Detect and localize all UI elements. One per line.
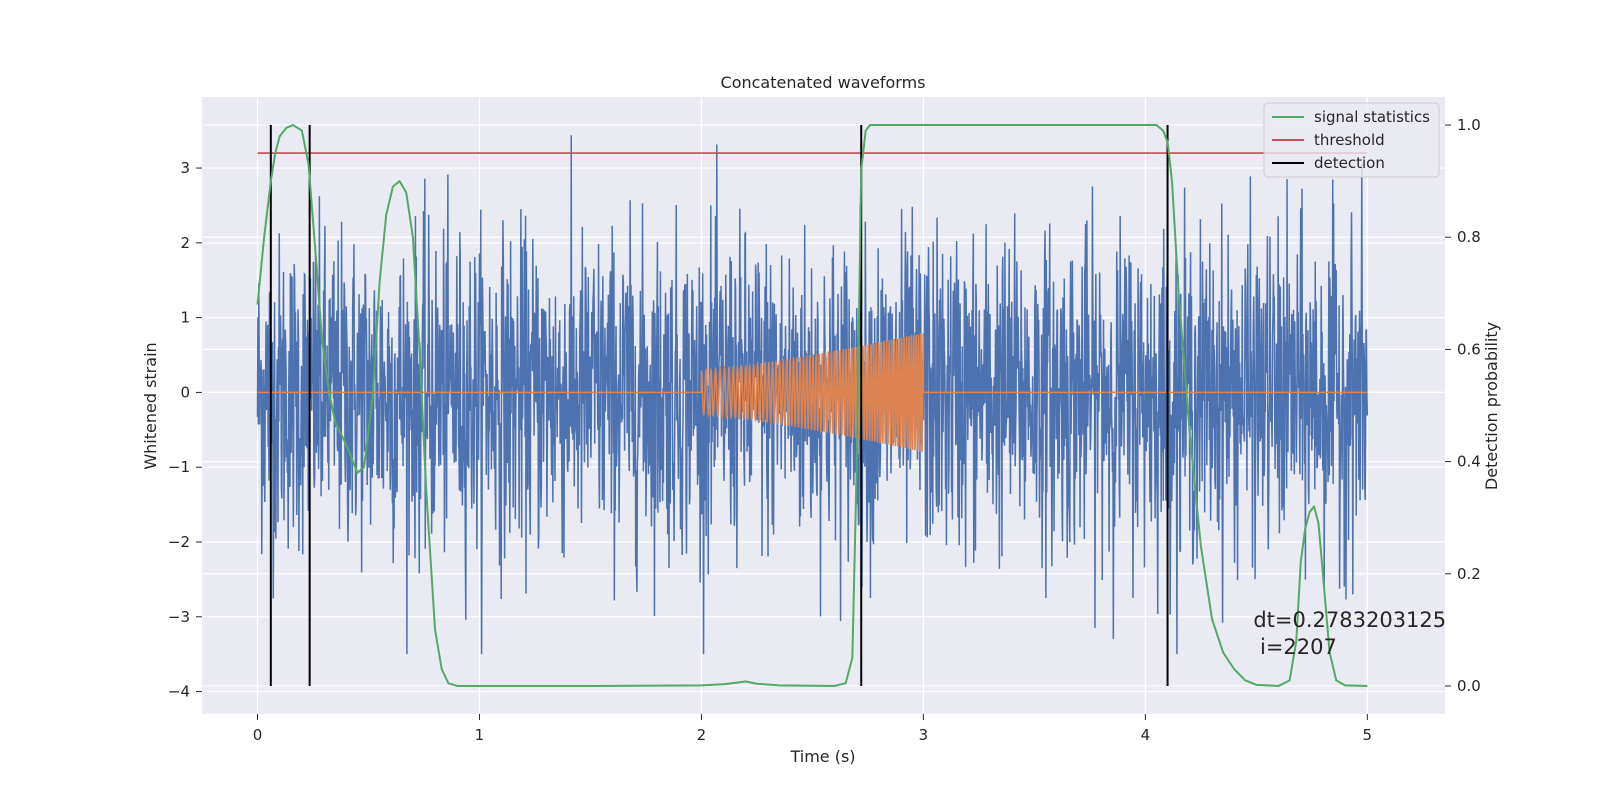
right-axis-series (256, 124, 1368, 687)
x-tick-label: 2 (697, 726, 707, 744)
x-tick-label: 4 (1141, 726, 1151, 744)
y-tick-label: 1 (180, 309, 190, 327)
injected-signal-line (257, 332, 1368, 452)
annotation-index: i=2207 (1253, 635, 1337, 659)
y-tick-label: −3 (168, 608, 190, 626)
y-tick-label: −2 (168, 533, 190, 551)
annotation: dt=0.2783203125 i=2207 (1253, 608, 1446, 659)
legend-entry: signal statistics (1314, 108, 1430, 126)
x-axis-label: Time (s) (789, 747, 855, 766)
y-tick-label: −1 (168, 458, 190, 476)
legend: signal statistics threshold detection (1263, 102, 1440, 178)
y-right-tick-label: 0.2 (1457, 565, 1481, 583)
x-tick-label: 0 (253, 726, 263, 744)
y-axis-right-label: Detection probability (1482, 322, 1501, 490)
injected-signal-series (257, 332, 1368, 452)
legend-entry: detection (1314, 154, 1385, 172)
y-axis-label: Whitened strain (141, 342, 160, 469)
chart-title: Concatenated waveforms (721, 73, 926, 92)
y-right-tick-label: 0.6 (1457, 340, 1481, 358)
y-tick-label: −4 (168, 683, 190, 701)
x-tick-label: 1 (475, 726, 485, 744)
y-right-tick-label: 1.0 (1457, 116, 1481, 134)
y-right-tick-label: 0.8 (1457, 228, 1481, 246)
signal-statistics-line (256, 124, 1368, 687)
y-tick-label: 0 (180, 383, 190, 401)
y-axis-left: −4 −3 −2 −1 0 1 2 3 (168, 159, 202, 701)
x-tick-label: 3 (919, 726, 929, 744)
y-right-tick-label: 0.4 (1457, 453, 1481, 471)
x-tick-label: 5 (1363, 726, 1373, 744)
legend-entry: threshold (1314, 131, 1385, 149)
legend-frame (1263, 102, 1440, 178)
x-axis: 0 1 2 3 4 5 (253, 714, 1372, 744)
annotation-dt: dt=0.2783203125 (1253, 608, 1446, 632)
y-right-tick-label: 0.0 (1457, 677, 1481, 695)
y-tick-label: 3 (180, 159, 190, 177)
y-axis-right: 0.0 0.2 0.4 0.6 0.8 1.0 (1445, 116, 1481, 695)
y-tick-label: 2 (180, 234, 190, 252)
